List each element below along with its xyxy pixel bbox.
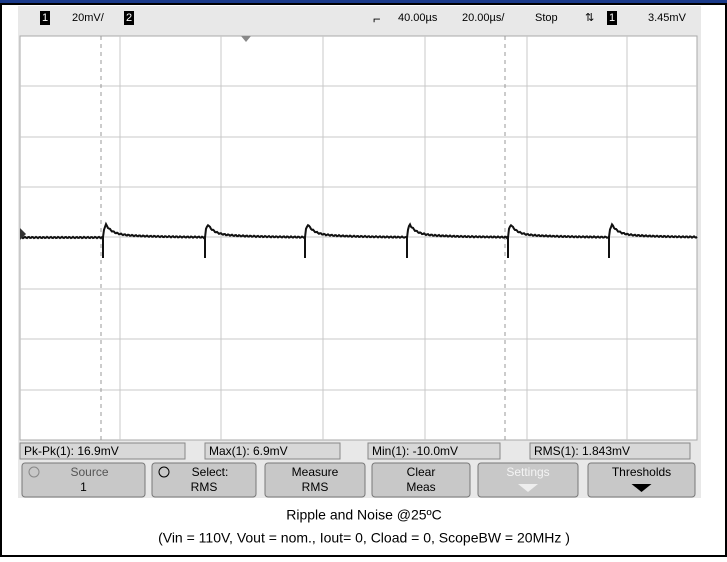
softkey-value: RMS xyxy=(302,480,329,494)
softkey-label: Measure xyxy=(292,465,339,479)
frame xyxy=(0,3,727,557)
measurement-box xyxy=(367,442,501,460)
measurement-box xyxy=(204,442,341,460)
ground-marker xyxy=(20,228,26,240)
softkey xyxy=(21,462,146,498)
measurement-box xyxy=(19,442,186,460)
delay: 40.00µs xyxy=(398,12,438,24)
softkey xyxy=(151,462,257,498)
channel-box xyxy=(607,11,617,25)
measurement: RMS(1): 1.843mV xyxy=(534,444,630,458)
waveform xyxy=(20,221,698,258)
softkey-icon xyxy=(158,466,170,478)
softkey-value: 1 xyxy=(80,480,87,494)
softkey-label: Source xyxy=(70,465,108,479)
channel: 1 xyxy=(42,12,48,24)
softkey xyxy=(587,462,696,498)
softkey-label: Clear xyxy=(407,465,436,479)
trigger-level: 3.45mV xyxy=(648,12,687,24)
softkey-label: Settings xyxy=(506,465,549,479)
softkey xyxy=(477,462,579,498)
run-state: Stop xyxy=(535,12,558,24)
channel: 1 xyxy=(609,12,615,24)
trigger-marker: ⌐ xyxy=(373,11,381,26)
top-border xyxy=(0,0,727,4)
softkey-value: RMS xyxy=(191,480,218,494)
measurement: Pk-Pk(1): 16.9mV xyxy=(24,444,119,458)
channel: 2 xyxy=(126,12,132,24)
marker xyxy=(241,36,251,42)
trigger-symbol: ⇅ xyxy=(585,12,594,24)
status-bar: 1 20mV/ 2 ⌐ 40.00µs 20.00µs/ Stop ⇅ 1 3.… xyxy=(40,11,687,26)
measurement: Min(1): -10.0mV xyxy=(372,444,458,458)
caption-title: Ripple and Noise @25ºC xyxy=(286,507,442,523)
softkey-value: Meas xyxy=(406,480,435,494)
softkey-arrow xyxy=(518,484,538,492)
softkey-label: Thresholds xyxy=(612,465,671,479)
softkey-arrow xyxy=(631,484,652,492)
channel-box xyxy=(124,11,134,25)
measurement: Max(1): 6.9mV xyxy=(209,444,288,458)
timebase: 20.00µs/ xyxy=(462,12,505,24)
channel-box xyxy=(40,11,50,25)
scale: 20mV/ xyxy=(72,12,105,24)
caption-conditions: (Vin = 110V, Vout = nom., Iout= 0, Cload… xyxy=(158,530,570,546)
softkey-icon xyxy=(28,466,40,478)
softkey-label: Select: xyxy=(192,465,229,479)
softkey xyxy=(371,462,471,498)
measurement-box xyxy=(529,442,691,460)
softkey xyxy=(264,462,366,498)
